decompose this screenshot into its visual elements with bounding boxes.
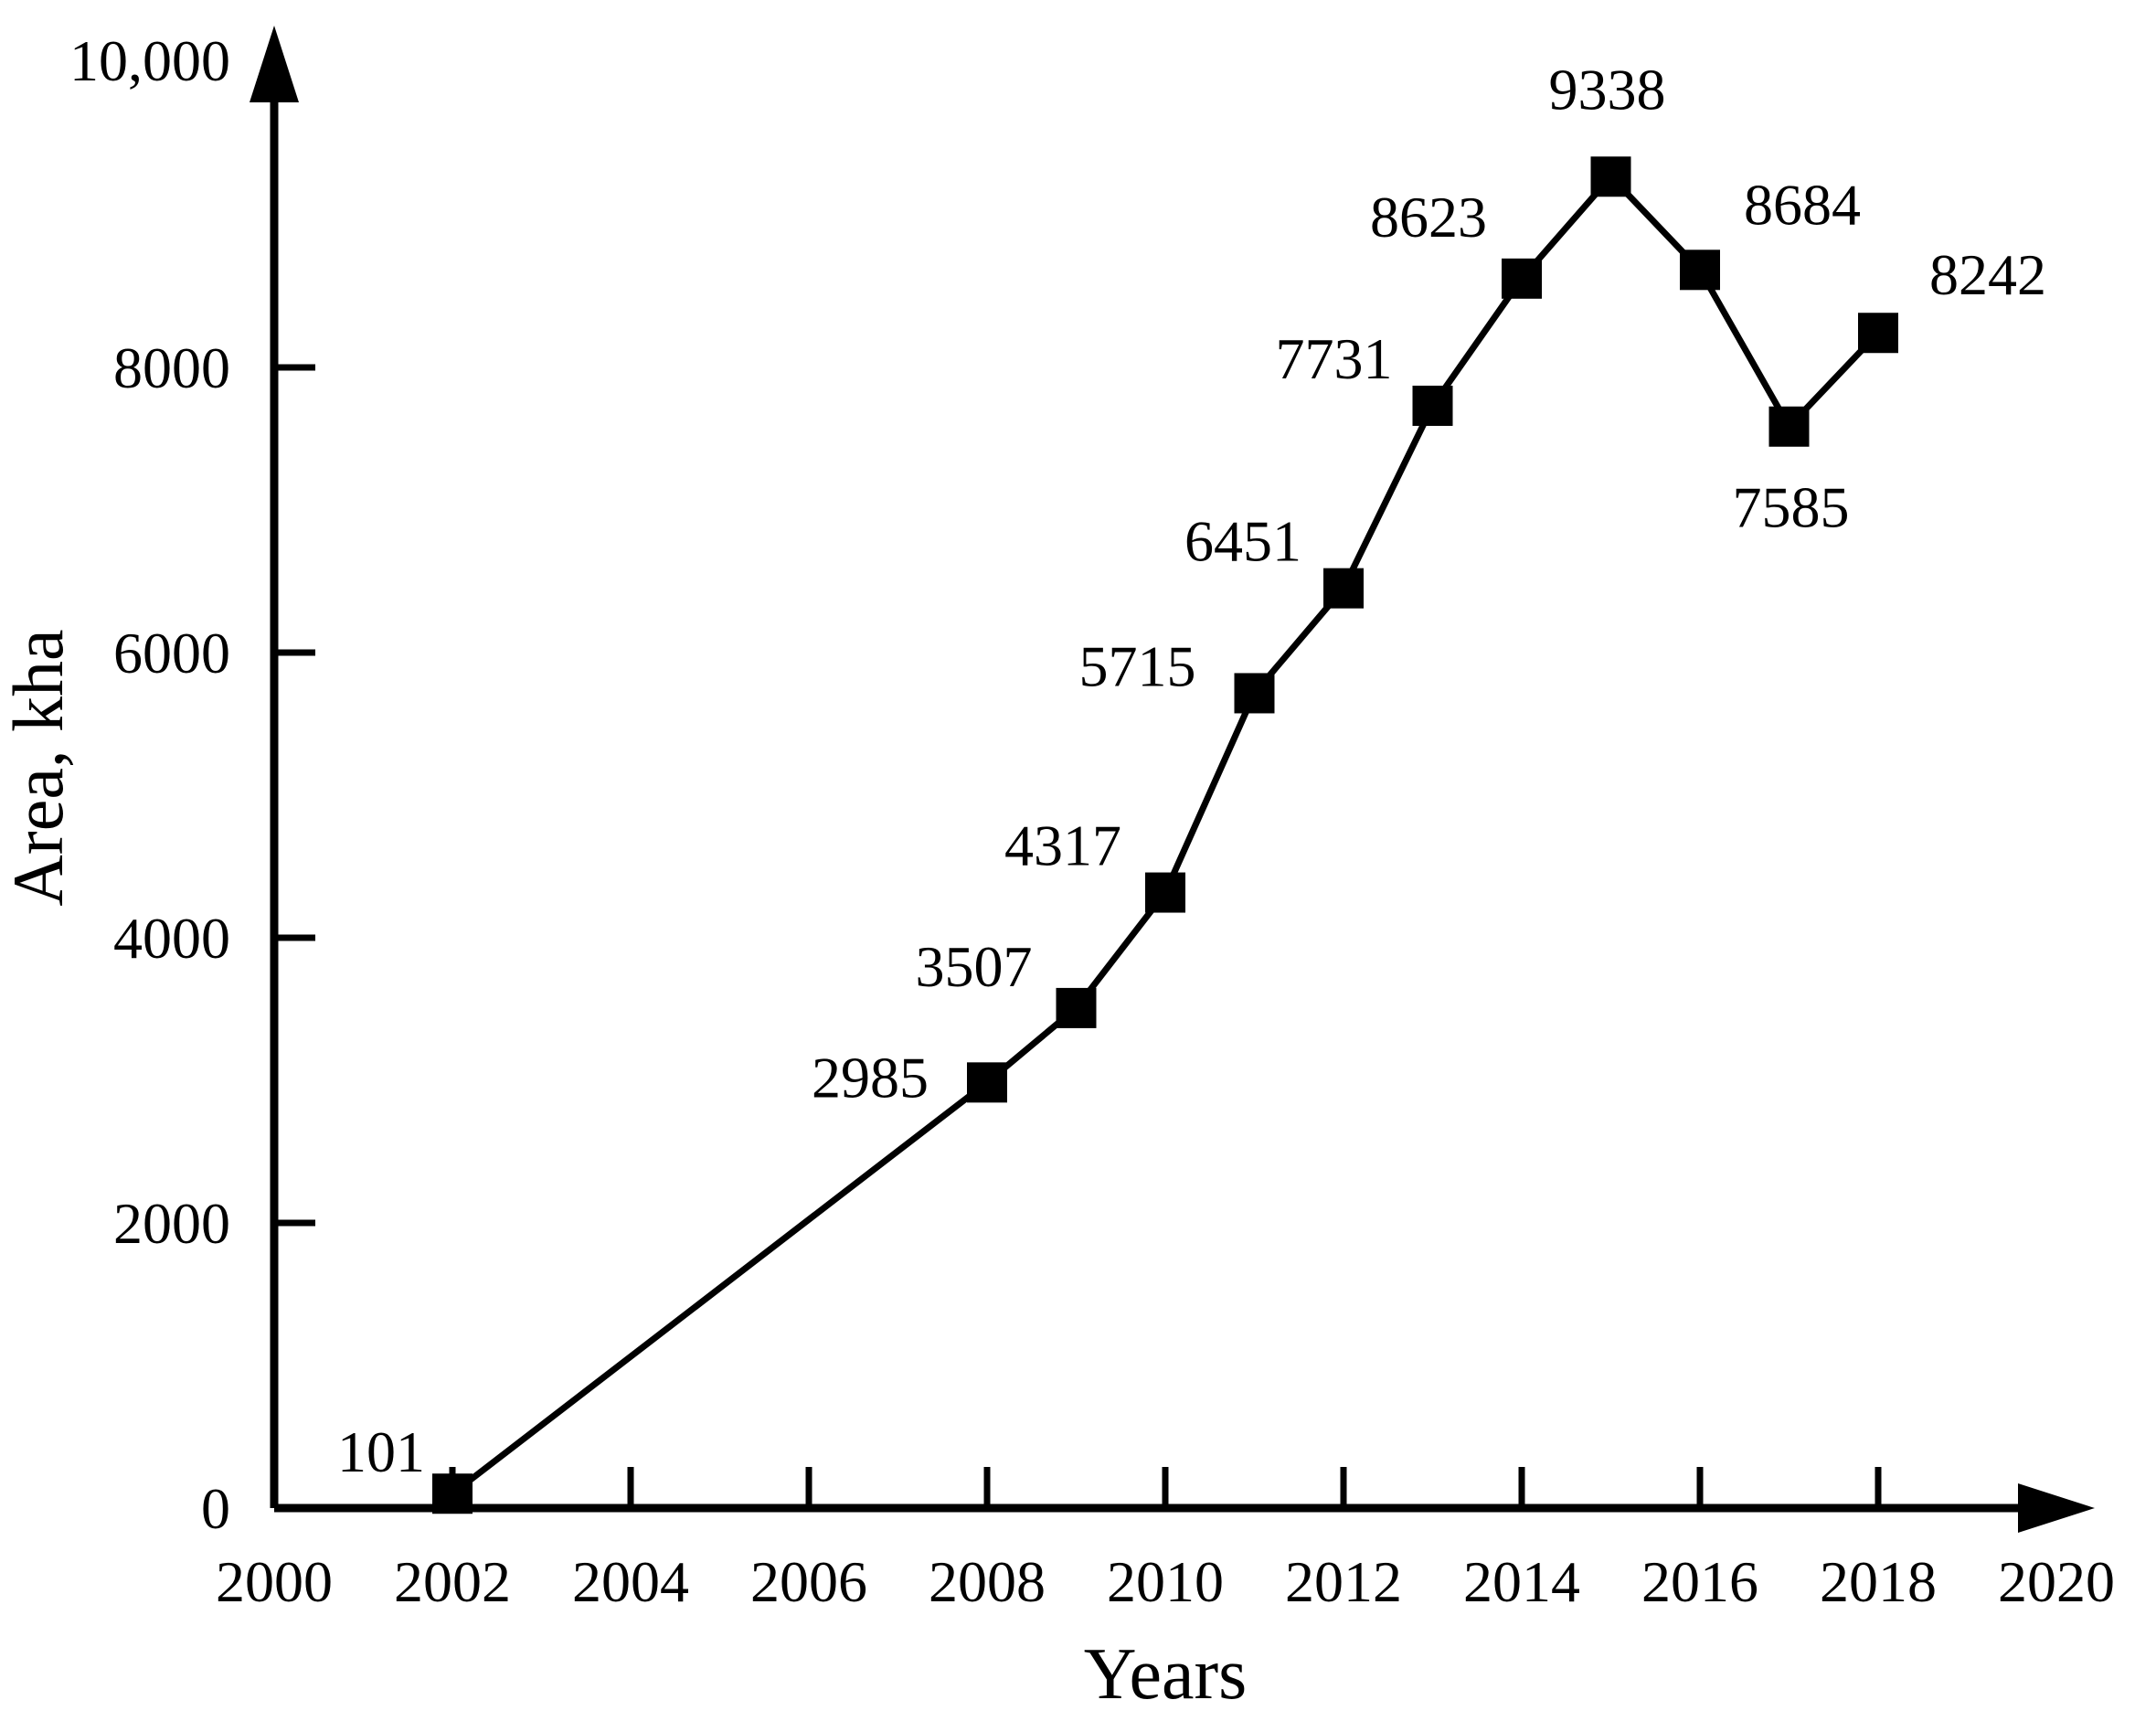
data-point-marker xyxy=(1323,568,1364,609)
x-axis-tick-label: 2012 xyxy=(1285,1549,1402,1614)
data-point-label: 2985 xyxy=(812,1045,929,1110)
data-point-label: 9338 xyxy=(1549,57,1666,122)
data-point-label: 8684 xyxy=(1744,172,1861,237)
y-axis-tick-label: 6000 xyxy=(113,621,230,685)
x-axis-tick-label: 2002 xyxy=(394,1549,511,1614)
data-point-label: 5715 xyxy=(1079,633,1196,698)
data-point-marker xyxy=(1590,156,1631,197)
x-axis-tick-label: 2010 xyxy=(1107,1549,1224,1614)
x-axis-title: Years xyxy=(1084,1634,1248,1715)
data-point-marker xyxy=(1858,313,1898,354)
y-axis-tick-label: 4000 xyxy=(113,906,230,971)
y-axis-tick-label: 8000 xyxy=(113,335,230,400)
data-point-label: 6451 xyxy=(1184,509,1301,574)
data-point-label: 7585 xyxy=(1733,475,1850,540)
data-point-marker xyxy=(1768,406,1810,447)
data-point-marker xyxy=(432,1473,473,1514)
data-point-label: 7731 xyxy=(1276,326,1393,391)
x-axis-tick-label: 2008 xyxy=(929,1549,1046,1614)
data-point-label: 101 xyxy=(337,1419,425,1484)
x-axis-tick-label: 2000 xyxy=(216,1549,333,1614)
data-point-label: 3507 xyxy=(916,934,1033,999)
data-point-marker xyxy=(1680,250,1720,291)
x-axis-tick-label: 2006 xyxy=(750,1549,867,1614)
y-axis-arrow-icon xyxy=(250,26,299,102)
y-axis-title: Area, kha xyxy=(0,629,78,906)
x-axis-tick-label: 2016 xyxy=(1641,1549,1758,1614)
x-axis-arrow-icon xyxy=(2018,1483,2095,1533)
x-axis-tick-label: 2004 xyxy=(572,1549,689,1614)
x-axis-tick-label: 2014 xyxy=(1463,1549,1580,1614)
data-point-marker xyxy=(1502,258,1542,299)
data-point-marker xyxy=(1234,673,1275,714)
data-point-marker xyxy=(967,1062,1007,1103)
data-point-label: 8242 xyxy=(1929,242,2046,307)
data-point-marker xyxy=(1412,385,1453,426)
y-axis-tick-label: 0 xyxy=(201,1476,230,1541)
data-point-marker xyxy=(1145,872,1185,913)
y-axis-tick-label: 10,000 xyxy=(69,28,230,93)
y-axis-tick-label: 2000 xyxy=(113,1191,230,1256)
data-point-label: 8623 xyxy=(1370,185,1487,250)
data-point-marker xyxy=(1056,987,1097,1028)
data-point-label: 4317 xyxy=(1004,813,1121,878)
x-axis-tick-label: 2020 xyxy=(1998,1549,2115,1614)
x-axis-tick-label: 2018 xyxy=(1820,1549,1937,1614)
